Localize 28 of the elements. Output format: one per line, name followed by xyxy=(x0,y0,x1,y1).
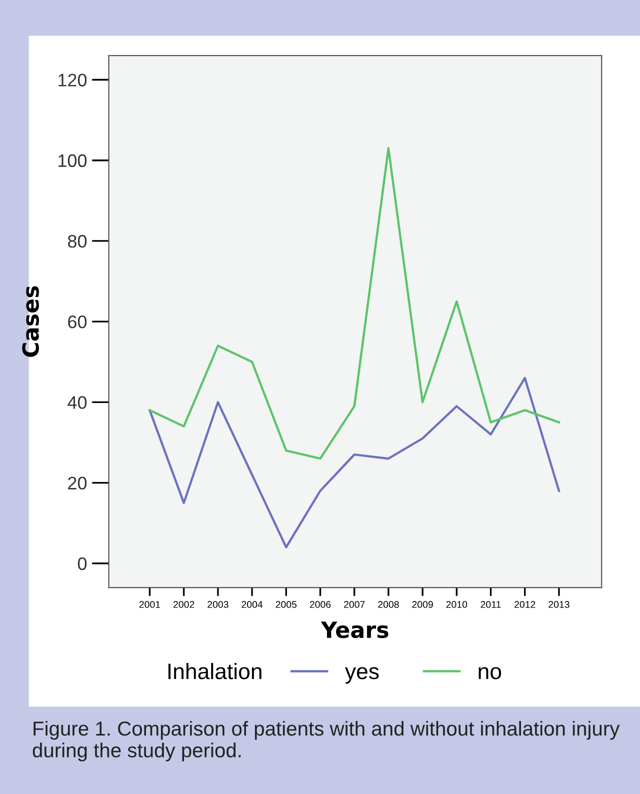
x-tick-label: 2007 xyxy=(344,601,365,608)
x-tick-label: 2013 xyxy=(548,601,570,608)
y-axis-title: Cases xyxy=(22,286,39,357)
x-tick-label: 2004 xyxy=(242,601,263,608)
legend-label: no xyxy=(478,667,502,680)
x-tick-label: 2009 xyxy=(412,601,433,608)
y-tick-label: 100 xyxy=(58,154,87,168)
caption: Figure 1. Comparison of patients with and without inhalation injury during the study period. xyxy=(32,720,620,762)
y-tick-label: 120 xyxy=(58,74,87,86)
line-series xyxy=(148,376,560,548)
x-tick-label: 2011 xyxy=(480,601,501,608)
x-axis-title: Years xyxy=(320,622,388,638)
x-tick-label: 2003 xyxy=(208,601,228,608)
x-tick-label: 2001 xyxy=(139,601,160,608)
y-tick-label: 40 xyxy=(68,396,87,409)
x-tick-label: 2010 xyxy=(446,601,468,608)
y-tick-label: 0 xyxy=(78,557,87,570)
x-tick-label: 2006 xyxy=(310,601,331,608)
y-tick-label: 60 xyxy=(68,316,87,328)
y-tick-label: 20 xyxy=(68,476,87,490)
x-tick-label: 2005 xyxy=(276,601,297,608)
x-tick-label: 2012 xyxy=(514,601,536,608)
legend-label: yes xyxy=(344,667,379,684)
y-tick-label: 80 xyxy=(68,234,87,248)
x-tick-label: 2002 xyxy=(174,601,194,608)
legend-title: Inhalation xyxy=(168,662,262,680)
x-tick-label: 2008 xyxy=(378,601,399,608)
line-series xyxy=(148,147,560,460)
